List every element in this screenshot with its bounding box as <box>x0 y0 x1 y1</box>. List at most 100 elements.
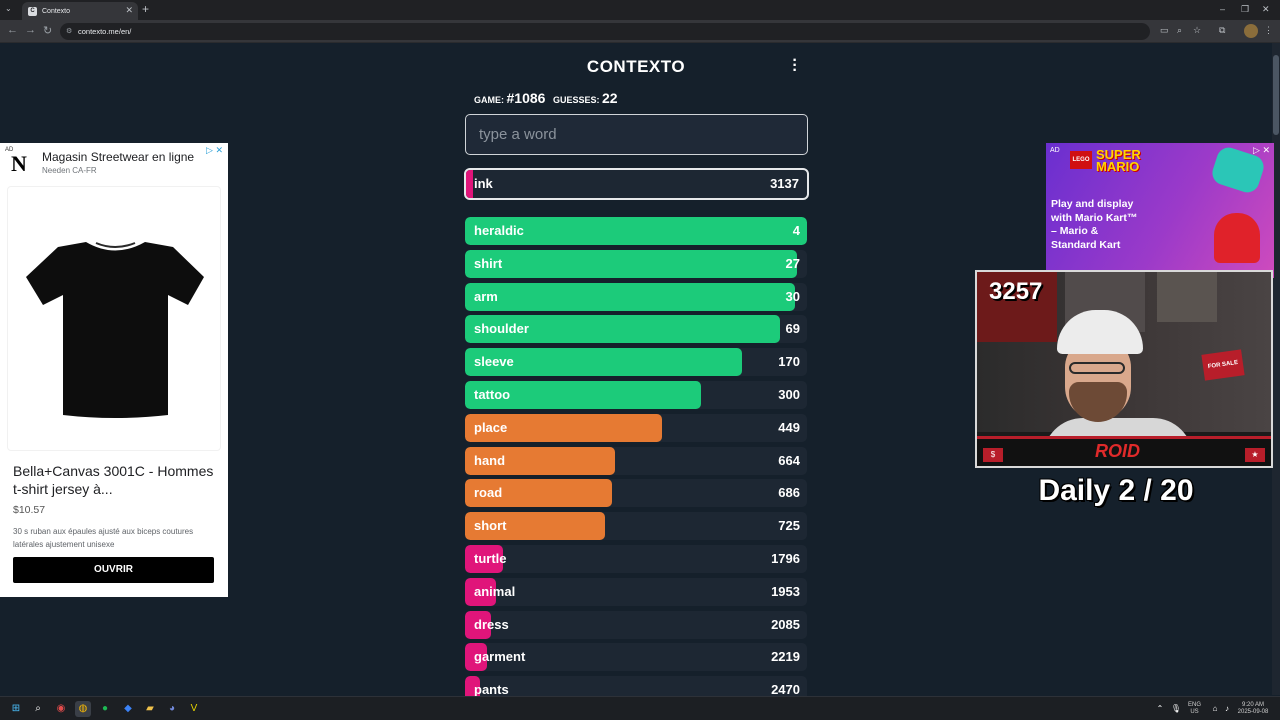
chrome-icon[interactable]: ◍ <box>75 701 91 717</box>
ad-product-name[interactable]: Bella+Canvas 3001C - Hommes t-shirt jers… <box>13 463 214 497</box>
language-indicator[interactable]: ENG US <box>1188 702 1201 716</box>
site-info-icon[interactable]: ⚙ <box>66 28 73 35</box>
file-explorer-icon[interactable]: ▰ <box>146 703 154 714</box>
guess-rank: 170 <box>778 354 800 370</box>
url-field[interactable]: ⚙ contexto.me/en/ <box>60 23 1150 40</box>
guess-word: place <box>474 419 508 435</box>
discord-icon[interactable]: ◕ <box>168 703 176 714</box>
tshirt-image[interactable] <box>7 186 221 451</box>
guess-proximity-bar <box>465 381 701 409</box>
guess-proximity-bar <box>465 413 662 442</box>
word-input[interactable] <box>465 114 808 155</box>
tab-contexto[interactable]: C Contexto ✕ <box>22 2 138 20</box>
minimize-icon[interactable]: – <box>1220 4 1226 14</box>
tab-search-icon[interactable]: ⌄ <box>5 4 12 13</box>
volume-icon[interactable]: ♪ <box>1225 704 1229 713</box>
ad-right[interactable]: AD LEGO SUPER MARIO ▷ ✕ Play and display… <box>1046 143 1274 278</box>
advertiser-logo: N <box>11 151 27 176</box>
clock[interactable]: 9:20 AM 2025-09-08 <box>1236 702 1270 716</box>
guess-proximity-bar <box>465 282 796 311</box>
guess-row: road 686 <box>465 479 807 508</box>
guess-word: road <box>474 485 503 501</box>
tray-chevron-icon[interactable]: ⌃ <box>1156 704 1164 713</box>
guess-word: shirt <box>474 255 503 271</box>
guess-rank: 1953 <box>771 583 800 599</box>
guess-proximity-bar <box>465 545 503 573</box>
guess-rank: 449 <box>778 419 800 435</box>
game-info: GAME: #1086 GUESSES: 22 <box>474 90 618 106</box>
reload-icon[interactable]: ↻ <box>43 25 53 37</box>
app-icon[interactable]: ◉ <box>56 703 66 714</box>
ad-title[interactable]: Magasin Streetwear en ligne <box>42 150 195 164</box>
guess-row: shirt 27 <box>465 249 807 278</box>
cast-icon[interactable]: ▭ <box>1160 25 1169 35</box>
tab-title: Contexto <box>42 7 71 15</box>
current-guess-marker <box>466 170 473 198</box>
ad-left[interactable]: AD ▷ ✕ N Magasin Streetwear en ligne Nee… <box>0 143 228 597</box>
guess-row: dress 2085 <box>465 610 807 639</box>
network-icon[interactable]: ⌂ <box>1212 704 1218 713</box>
daily-progress-overlay: Daily 2 / 20 <box>1038 474 1194 507</box>
guess-proximity-bar <box>465 446 616 475</box>
guess-row: short 725 <box>465 512 807 541</box>
guess-rank: 664 <box>778 452 800 468</box>
adchoices-icon-right[interactable]: ▷ ✕ <box>1253 145 1270 155</box>
profile-avatar[interactable] <box>1244 24 1258 38</box>
guess-word: garment <box>474 649 526 665</box>
guess-word: short <box>474 518 507 534</box>
search-icon[interactable]: ⌕ <box>35 703 41 714</box>
ad-advertiser: Needen CA-FR <box>42 166 97 175</box>
media-app-icon[interactable]: ◆ <box>124 703 132 714</box>
zoom-icon[interactable]: ⌕ <box>1177 25 1183 35</box>
for-sale-sign: FOR SALE <box>1201 349 1245 381</box>
adchoices-icon[interactable]: ▷ ✕ <box>206 145 223 155</box>
ad-tag: AD <box>5 147 14 153</box>
guess-row: heraldic 4 <box>465 217 807 245</box>
ad-open-button[interactable]: OUVRIR <box>13 557 214 583</box>
clock-date: 2025-09-08 <box>1237 709 1269 715</box>
guess-rank: 300 <box>778 387 800 402</box>
guess-word: heraldic <box>474 223 524 238</box>
guess-row: hand 664 <box>465 446 807 475</box>
microphone-icon[interactable]: 🎙 <box>1170 704 1182 713</box>
super-mario-logo: SUPER MARIO <box>1096 148 1141 174</box>
scrollbar-thumb[interactable] <box>1273 55 1279 135</box>
guess-proximity-bar <box>465 249 797 278</box>
game-number: #1086 <box>506 90 546 106</box>
contexto-favicon-icon: C <box>28 6 37 16</box>
windows-start-icon[interactable]: ⊞ <box>11 703 21 714</box>
guess-row: tattoo 300 <box>465 381 807 409</box>
guess-word: dress <box>474 616 509 632</box>
streamer-beard <box>1069 382 1127 422</box>
guess-word: shoulder <box>474 321 529 337</box>
forward-icon[interactable]: → <box>25 24 36 36</box>
region-code: US <box>1190 709 1199 715</box>
spotify-icon[interactable]: ● <box>101 703 109 714</box>
guess-rank: 1796 <box>771 551 800 566</box>
guess-word: sleeve <box>474 354 514 370</box>
guess-row: arm 30 <box>465 282 807 311</box>
close-tab-icon[interactable]: ✕ <box>125 5 133 15</box>
guess-proximity-bar <box>465 643 488 672</box>
guess-proximity-bar <box>465 217 807 245</box>
back-icon[interactable]: ← <box>7 24 18 36</box>
jersey-decor <box>1157 272 1217 322</box>
restore-icon[interactable]: ❐ <box>1241 4 1250 14</box>
star-icon: ★ <box>1245 448 1265 462</box>
guess-rank: 2085 <box>771 616 800 632</box>
guess-rank: 686 <box>778 485 800 501</box>
guess-row: garment 2219 <box>465 643 807 672</box>
extensions-icon[interactable]: ⧉ <box>1219 25 1226 35</box>
browser-menu-icon[interactable]: ⋮ <box>1264 25 1273 35</box>
bookmark-star-icon[interactable]: ☆ <box>1193 25 1202 35</box>
page-scrollbar[interactable] <box>1272 43 1280 695</box>
new-tab-icon[interactable]: + <box>142 2 150 16</box>
v-app-icon[interactable]: V <box>190 703 198 714</box>
jersey-decor <box>977 272 1057 342</box>
close-window-icon[interactable]: ✕ <box>1262 4 1270 14</box>
address-bar-row: ← → ↻ ⚙ contexto.me/en/ ▭ ⌕ ☆ ⧉ ⋮ <box>0 20 1280 43</box>
guess-proximity-bar <box>465 610 491 639</box>
mario-logo-line-2: MARIO <box>1096 159 1140 174</box>
stream-logo: ROID <box>1095 441 1140 461</box>
more-options-icon[interactable]: · · · <box>792 52 798 79</box>
